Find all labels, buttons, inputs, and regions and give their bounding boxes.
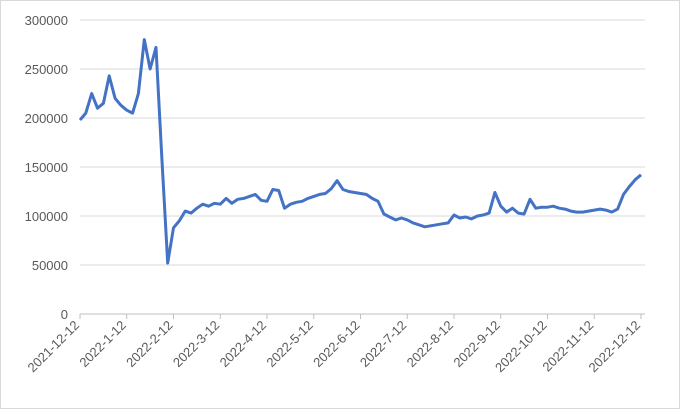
y-tick-label: 250000 [25, 62, 68, 77]
y-tick-label: 300000 [25, 13, 68, 28]
y-tick-label: 50000 [32, 258, 68, 273]
y-tick-label: 200000 [25, 111, 68, 126]
y-tick-label: 100000 [25, 209, 68, 224]
y-tick-label: 0 [61, 307, 68, 322]
series-line [78, 38, 642, 265]
y-tick-label: 150000 [25, 160, 68, 175]
